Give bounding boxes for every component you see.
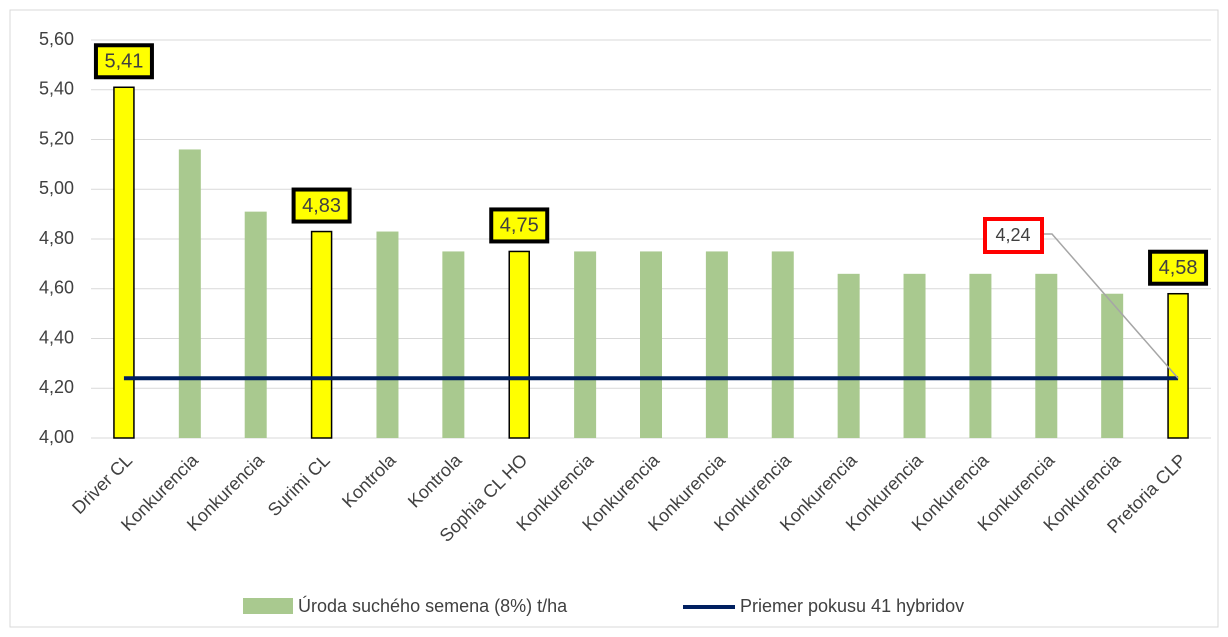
bar bbox=[178, 149, 201, 438]
bar bbox=[113, 86, 135, 439]
bar bbox=[376, 231, 399, 438]
bar bbox=[508, 250, 530, 439]
legend-label: Priemer pokusu 41 hybridov bbox=[740, 596, 964, 616]
bar bbox=[1101, 293, 1124, 438]
bar bbox=[771, 251, 794, 438]
legend-swatch bbox=[243, 598, 293, 614]
data-label-box bbox=[291, 187, 352, 224]
bar bbox=[837, 273, 860, 438]
data-label-box bbox=[1148, 249, 1209, 286]
data-label-box bbox=[489, 207, 550, 244]
y-tick-label: 5,20 bbox=[39, 128, 74, 148]
bar bbox=[640, 251, 662, 438]
bar bbox=[1035, 273, 1058, 438]
y-tick-label: 4,40 bbox=[39, 327, 74, 347]
y-tick-label: 5,00 bbox=[39, 178, 74, 198]
data-label-box bbox=[93, 43, 154, 80]
leader-line bbox=[1043, 233, 1179, 379]
bar bbox=[705, 251, 728, 438]
y-tick-label: 5,40 bbox=[39, 79, 74, 99]
bar bbox=[244, 211, 267, 438]
y-tick-label: 4,20 bbox=[39, 377, 74, 397]
bar bbox=[1167, 292, 1189, 439]
average-label-box bbox=[983, 217, 1044, 254]
y-tick-label: 5,60 bbox=[39, 29, 74, 49]
average-label: 4,24 bbox=[995, 225, 1030, 245]
bar bbox=[969, 273, 992, 438]
bar bbox=[310, 230, 333, 439]
bar bbox=[574, 251, 597, 438]
bar bbox=[903, 273, 926, 438]
legend-label: Úroda suchého semena (8%) t/ha bbox=[298, 595, 568, 616]
data-label: 4,83 bbox=[302, 195, 341, 217]
y-tick-label: 4,00 bbox=[39, 427, 74, 447]
data-label: 5,41 bbox=[104, 51, 143, 73]
data-label: 4,75 bbox=[500, 215, 539, 237]
data-label: 4,58 bbox=[1159, 257, 1198, 279]
y-tick-label: 4,80 bbox=[39, 228, 74, 248]
bar bbox=[442, 251, 465, 438]
chart-border bbox=[9, 9, 1219, 628]
y-tick-label: 4,60 bbox=[39, 278, 74, 298]
